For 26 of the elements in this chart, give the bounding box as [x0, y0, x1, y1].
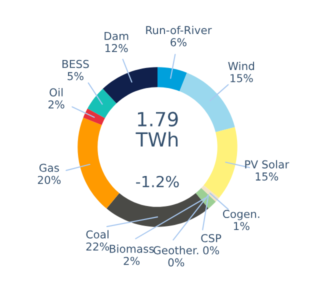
data-label: 15% [230, 74, 253, 82]
slice-label: BESS [62, 60, 89, 68]
slice-label: Coal [86, 230, 108, 239]
data-label: 2% [124, 256, 140, 266]
data-label: 6% [170, 38, 186, 46]
slice-label: Wind [228, 62, 254, 70]
slice-label: Cogen. [222, 210, 260, 220]
slice-label: Gas [39, 164, 59, 172]
data-label: 5% [68, 72, 84, 80]
slice-label: Biomass [110, 244, 154, 253]
slice-label: Oil [50, 88, 63, 96]
data-label: 1% [234, 222, 250, 230]
data-label: 15% [256, 172, 278, 181]
category-label: Geother. [154, 246, 198, 254]
data-label: 2% [48, 100, 64, 109]
text: -1.2% [136, 176, 179, 188]
category-label: CSP [201, 234, 222, 242]
slice-label: PV Solar [245, 160, 290, 168]
text: 0% [203, 246, 220, 254]
text: 1.79 TWh [136, 112, 178, 147]
slice-label: Dam [104, 32, 128, 40]
slice-label: Run-of-River [146, 26, 212, 34]
data-label: 20% [38, 176, 61, 184]
text: 0% [168, 258, 184, 266]
data-label: 12% [105, 44, 128, 52]
data-label: 22% [86, 242, 110, 251]
